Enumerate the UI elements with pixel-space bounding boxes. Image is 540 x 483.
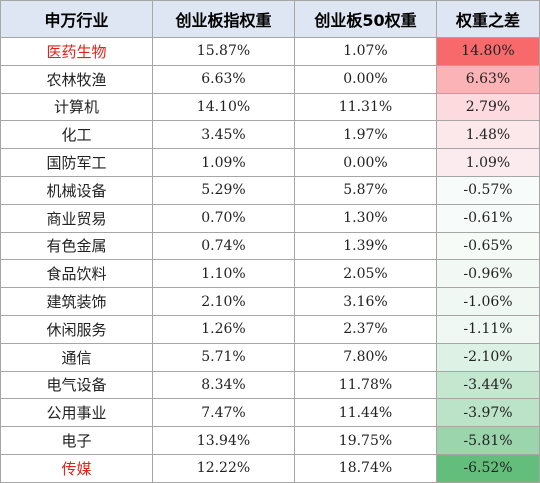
chinext50-weight-cell: 11.31% — [294, 92, 437, 122]
weight-difference-cell: -3.44% — [436, 370, 540, 400]
industry-cell: 医药生物 — [0, 37, 153, 66]
header-chinext50-weight: 创业板50权重 — [294, 0, 437, 38]
chinext50-weight-cell: 1.30% — [294, 203, 437, 233]
weight-difference-cell: -1.06% — [436, 287, 540, 316]
chinext-index-weight-cell: 12.22% — [152, 453, 295, 483]
chinext50-weight-cell: 7.80% — [294, 342, 437, 372]
weight-difference-cell: -0.57% — [436, 175, 540, 205]
table-row: 医药生物 15.87% 1.07% 14.80% — [0, 37, 540, 66]
chinext50-weight-cell: 18.74% — [294, 453, 437, 483]
chinext50-weight-cell: 0.00% — [294, 148, 437, 177]
chinext-index-weight-cell: 7.47% — [152, 398, 295, 428]
table-row: 电气设备 8.34% 11.78% -3.44% — [0, 370, 540, 400]
weight-difference-cell: 2.79% — [436, 92, 540, 122]
chinext-index-weight-cell: 5.29% — [152, 175, 295, 205]
chinext50-weight-cell: 2.05% — [294, 259, 437, 289]
chinext-index-weight-cell: 14.10% — [152, 92, 295, 122]
industry-cell: 机械设备 — [0, 175, 153, 205]
table-row: 计算机 14.10% 11.31% 2.79% — [0, 92, 540, 122]
table-row: 有色金属 0.74% 1.39% -0.65% — [0, 231, 540, 261]
table-row: 休闲服务 1.26% 2.37% -1.11% — [0, 314, 540, 344]
header-industry: 申万行业 — [0, 0, 153, 38]
header-chinext-index-weight: 创业板指权重 — [152, 0, 295, 38]
chinext50-weight-cell: 5.87% — [294, 175, 437, 205]
chinext-index-weight-cell: 0.74% — [152, 231, 295, 261]
header-weight-difference: 权重之差 — [436, 0, 540, 38]
weight-difference-cell: -5.81% — [436, 426, 540, 455]
industry-cell: 有色金属 — [0, 231, 153, 261]
chinext-index-weight-cell: 0.70% — [152, 203, 295, 233]
chinext50-weight-cell: 19.75% — [294, 426, 437, 455]
chinext-index-weight-cell: 15.87% — [152, 37, 295, 66]
weight-difference-cell: -0.96% — [436, 259, 540, 289]
header-row: 申万行业 创业板指权重 创业板50权重 权重之差 — [0, 0, 540, 38]
industry-cell: 计算机 — [0, 92, 153, 122]
industry-cell: 建筑装饰 — [0, 287, 153, 316]
table-row: 通信 5.71% 7.80% -2.10% — [0, 342, 540, 372]
table-row: 建筑装饰 2.10% 3.16% -1.06% — [0, 287, 540, 316]
industry-cell: 农林牧渔 — [0, 64, 153, 94]
chinext-index-weight-cell: 8.34% — [152, 370, 295, 400]
chinext-index-weight-cell: 3.45% — [152, 120, 295, 150]
chinext50-weight-cell: 1.39% — [294, 231, 437, 261]
industry-cell: 传媒 — [0, 453, 153, 483]
table-row: 食品饮料 1.10% 2.05% -0.96% — [0, 259, 540, 289]
industry-cell: 国防军工 — [0, 148, 153, 177]
industry-cell: 休闲服务 — [0, 314, 153, 344]
table-body: 医药生物 15.87% 1.07% 14.80% 农林牧渔 6.63% 0.00% 6.63%… — [0, 37, 540, 483]
chinext50-weight-cell: 11.44% — [294, 398, 437, 428]
industry-cell: 化工 — [0, 120, 153, 150]
chinext50-weight-cell: 3.16% — [294, 287, 437, 316]
weight-difference-cell: 14.80% — [436, 37, 540, 66]
industry-cell: 电子 — [0, 426, 153, 455]
table-row: 电子 13.94% 19.75% -5.81% — [0, 426, 540, 455]
weight-difference-cell: -0.65% — [436, 231, 540, 261]
table-row: 国防军工 1.09% 0.00% 1.09% — [0, 148, 540, 177]
table-row: 商业贸易 0.70% 1.30% -0.61% — [0, 203, 540, 233]
table-row: 传媒 12.22% 18.74% -6.52% — [0, 453, 540, 483]
industry-cell: 公用事业 — [0, 398, 153, 428]
weight-difference-cell: -2.10% — [436, 342, 540, 372]
chinext50-weight-cell: 0.00% — [294, 64, 437, 94]
chinext-index-weight-cell: 5.71% — [152, 342, 295, 372]
chinext-index-weight-cell: 2.10% — [152, 287, 295, 316]
industry-cell: 电气设备 — [0, 370, 153, 400]
industry-cell: 食品饮料 — [0, 259, 153, 289]
chinext50-weight-cell: 2.37% — [294, 314, 437, 344]
weight-difference-cell: -6.52% — [436, 453, 540, 483]
table-row: 机械设备 5.29% 5.87% -0.57% — [0, 175, 540, 205]
weight-difference-cell: -0.61% — [436, 203, 540, 233]
chinext-index-weight-cell: 1.09% — [152, 148, 295, 177]
industry-cell: 通信 — [0, 342, 153, 372]
chinext50-weight-cell: 11.78% — [294, 370, 437, 400]
table-row: 公用事业 7.47% 11.44% -3.97% — [0, 398, 540, 428]
weight-difference-cell: 1.09% — [436, 148, 540, 177]
chinext-index-weight-cell: 1.10% — [152, 259, 295, 289]
chinext-index-weight-cell: 13.94% — [152, 426, 295, 455]
chinext-index-weight-cell: 1.26% — [152, 314, 295, 344]
table-row: 化工 3.45% 1.97% 1.48% — [0, 120, 540, 150]
industry-cell: 商业贸易 — [0, 203, 153, 233]
chinext50-weight-cell: 1.07% — [294, 37, 437, 66]
weight-difference-cell: -1.11% — [436, 314, 540, 344]
table-row: 农林牧渔 6.63% 0.00% 6.63% — [0, 64, 540, 94]
chinext50-weight-cell: 1.97% — [294, 120, 437, 150]
chinext-index-weight-cell: 6.63% — [152, 64, 295, 94]
weight-difference-cell: 6.63% — [436, 64, 540, 94]
weight-difference-cell: -3.97% — [436, 398, 540, 428]
weight-difference-cell: 1.48% — [436, 120, 540, 150]
